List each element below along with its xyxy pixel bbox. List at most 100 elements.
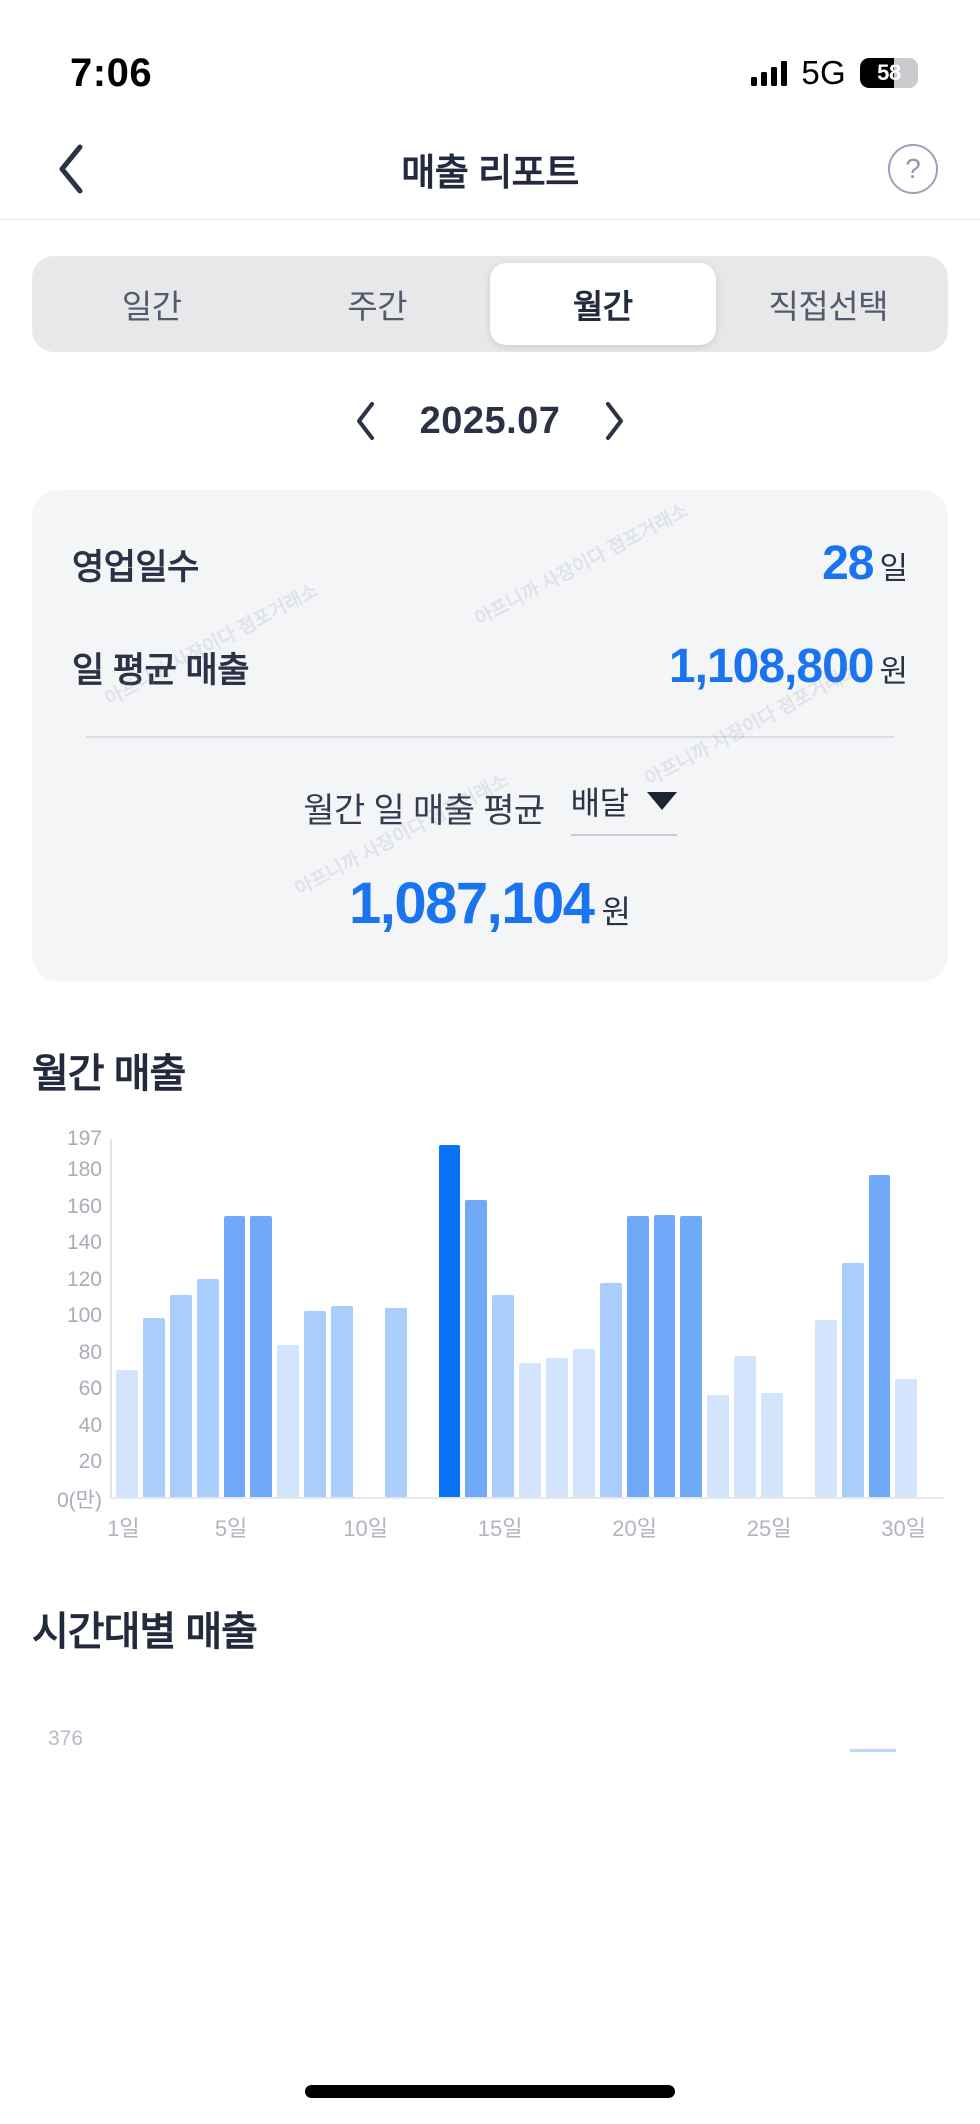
chart-bar[interactable] (304, 1311, 326, 1497)
monthly-average-label: 월간 일 매출 평균 (303, 791, 545, 830)
hourly-sales-chart-preview: 376 (26, 1713, 954, 1773)
chevron-right-icon (606, 402, 624, 440)
chart-bar[interactable] (465, 1200, 488, 1497)
chart-bar[interactable] (680, 1216, 703, 1497)
chart-x-tick: 25일 (746, 1516, 792, 1541)
chevron-left-icon (59, 144, 83, 193)
status-time: 7:06 (70, 50, 153, 95)
card-divider (86, 736, 894, 738)
prev-month-button[interactable] (346, 397, 386, 445)
caret-down-icon (646, 792, 677, 810)
next-month-button[interactable] (594, 397, 634, 445)
summary-unit: 일 (879, 551, 908, 586)
monthly-average-header: 월간 일 매출 평균 배달 (72, 778, 908, 836)
monthly-sales-chart: 197 180 160 140 120 100 80 60 40 20 0(만) 1일 5일 10일 15… (26, 1127, 954, 1541)
chart-bar[interactable] (169, 1295, 192, 1497)
summary-unit: 원 (879, 654, 908, 689)
chart-bar[interactable] (868, 1175, 891, 1497)
chart-x-tick: 15일 (477, 1516, 523, 1541)
chart-x-tick: 30일 (881, 1516, 926, 1541)
chart-x-axis: 1일 5일 10일 15일 20일 25일 30일 (107, 1511, 944, 1551)
summary-value: 28 (822, 537, 874, 590)
chart-bars (116, 1139, 944, 1497)
chart-y-tick: 180 (66, 1158, 102, 1182)
status-bar: 7:06 5G 58 (0, 0, 980, 118)
question-mark-icon[interactable]: ? (888, 143, 938, 194)
chart-bar[interactable] (841, 1262, 864, 1497)
chart-bar[interactable] (519, 1363, 541, 1497)
chart-bar[interactable] (384, 1307, 407, 1497)
battery-icon: 58 (860, 58, 918, 88)
chart-bar[interactable] (895, 1379, 918, 1497)
page-title: 매출 리포트 (401, 151, 579, 193)
summary-card: 아프니까 사장이다 점포거래소 아프니까 사장이다 점포거래소 아프니까 사장이… (32, 490, 948, 981)
monthly-average-value-row: 1,087,104 원 (72, 870, 908, 937)
battery-level-label: 58 (877, 60, 901, 85)
chart-bar[interactable] (196, 1279, 219, 1497)
chart-bar[interactable] (707, 1395, 730, 1497)
period-selector: 2025.07 (0, 366, 980, 476)
nav-bar: 매출 리포트 ? (0, 118, 980, 220)
chart-bar[interactable] (653, 1214, 676, 1497)
signal-bars-icon (751, 60, 788, 86)
summary-value-group: 1,108,800 원 (669, 639, 908, 694)
back-button[interactable] (44, 142, 98, 196)
chart-y-axis: 197 180 160 140 120 100 80 60 40 20 0(만) (26, 1127, 102, 1512)
chart-bar[interactable] (250, 1216, 273, 1497)
tab-monthly[interactable]: 월간 (490, 263, 716, 345)
status-indicators: 5G 58 (751, 54, 918, 92)
chart-x-tick: 20일 (612, 1516, 657, 1541)
chart-bar[interactable] (331, 1305, 353, 1497)
channel-dropdown[interactable]: 배달 (570, 778, 677, 836)
chart-y-tick: 20 (78, 1450, 102, 1474)
period-type-tabs: 일간 주간 월간 직접선택 (0, 220, 980, 352)
chart-x-tick: 10일 (343, 1516, 388, 1541)
chart-bar[interactable] (761, 1393, 783, 1497)
summary-row-business-days: 영업일수 28 일 (72, 536, 908, 591)
monthly-average-unit: 원 (601, 894, 631, 930)
chart-y-tick: 100 (66, 1304, 102, 1328)
tab-weekly[interactable]: 주간 (347, 288, 408, 325)
chart-x-tick: 5일 (214, 1516, 248, 1541)
chart-plot-area (110, 1139, 944, 1499)
current-period-label: 2025.07 (419, 399, 561, 442)
chart-bar[interactable] (599, 1282, 622, 1497)
hourly-chart-ytick: 376 (48, 1727, 84, 1750)
chart-bar[interactable] (492, 1295, 515, 1497)
chart-bar[interactable] (142, 1318, 165, 1497)
section-title-hourly-sales: 시간대별 매출 (32, 1610, 258, 1654)
chart-y-tick: 140 (66, 1231, 102, 1255)
section-title-monthly-sales: 월간 매출 (32, 1052, 186, 1096)
chart-y-tick: 160 (66, 1194, 102, 1218)
summary-row-daily-average: 일 평균 매출 1,108,800 원 (72, 639, 908, 694)
monthly-average-value: 1,087,104 (349, 871, 595, 936)
summary-label: 일 평균 매출 (72, 651, 249, 690)
chevron-left-icon (356, 402, 374, 440)
summary-label: 영업일수 (72, 548, 199, 587)
chart-bar[interactable] (734, 1355, 756, 1497)
chart-x-tick: 1일 (107, 1516, 140, 1541)
summary-value: 1,108,800 (668, 640, 875, 693)
hourly-chart-gridline (850, 1749, 896, 1752)
chart-bar[interactable] (626, 1216, 649, 1497)
tab-custom[interactable]: 직접선택 (768, 288, 889, 325)
chart-bar[interactable] (277, 1345, 300, 1497)
chart-y-tick: 120 (66, 1267, 102, 1291)
chart-bar[interactable] (546, 1357, 568, 1497)
tab-daily[interactable]: 일간 (121, 288, 182, 325)
chart-y-tick: 60 (78, 1377, 102, 1401)
chart-y-tick: 80 (78, 1340, 102, 1364)
chart-y-tick: 40 (78, 1413, 102, 1437)
chart-bar[interactable] (116, 1370, 138, 1497)
chart-y-tick: 197 (66, 1127, 102, 1150)
chart-y-tick: 0(만) (57, 1489, 102, 1512)
home-indicator[interactable] (305, 2085, 675, 2098)
chart-bar[interactable] (814, 1320, 837, 1497)
chart-bar[interactable] (223, 1216, 246, 1497)
summary-value-group: 28 일 (822, 536, 908, 591)
network-type-label: 5G (801, 54, 846, 91)
chart-bar[interactable] (438, 1145, 461, 1497)
channel-dropdown-value: 배달 (570, 785, 629, 821)
chart-bar[interactable] (572, 1348, 595, 1497)
